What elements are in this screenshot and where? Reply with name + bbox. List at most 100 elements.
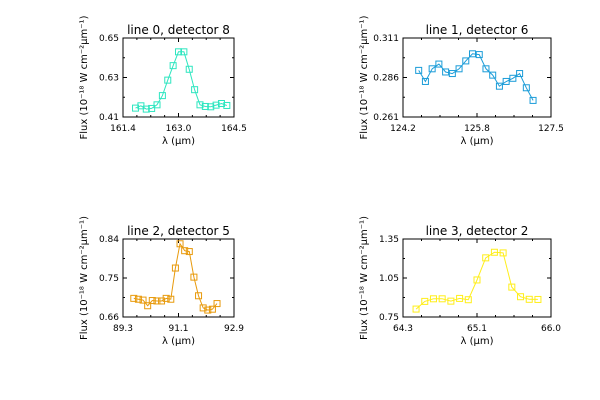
data-point-marker [495, 82, 503, 90]
data-point-marker [522, 84, 530, 92]
data-point-marker [442, 68, 450, 76]
y-axis-label: Flux (10⁻¹⁸ W cm⁻²μm⁻¹) [359, 15, 370, 139]
data-point-marker [171, 264, 179, 272]
data-point-marker [190, 273, 198, 281]
y-axis-label: Flux (10⁻¹⁸ W cm⁻²μm⁻¹) [79, 15, 90, 139]
chart-panel-2: line 2, detector 5 89.3 91.1 92.9 0.66 0.75 0.… [79, 216, 244, 347]
data-point-marker [208, 305, 216, 313]
data-point-marker [529, 96, 537, 104]
data-point-marker [421, 77, 429, 85]
x-tick-label: 66.0 [541, 324, 561, 334]
data-point-marker [176, 240, 184, 248]
data-point-marker [499, 249, 507, 257]
data-point-marker [185, 65, 193, 73]
data-point-marker [175, 48, 182, 56]
data-point-marker [180, 48, 188, 56]
data-point-marker [456, 294, 464, 302]
data-point-marker [195, 292, 203, 300]
y-tick-label: 0.261 [373, 113, 399, 123]
data-point-marker [164, 76, 172, 84]
data-point-marker [199, 304, 207, 312]
data-point-marker [508, 283, 516, 291]
y-axis-label: Flux (10⁻¹⁸ W cm⁻²μm⁻¹) [359, 216, 370, 340]
data-point-marker [181, 247, 189, 255]
data-point-marker [207, 103, 215, 111]
y-axis-label: Flux (10⁻¹⁸ W cm⁻²μm⁻¹) [79, 216, 90, 340]
data-point-marker [490, 248, 498, 256]
data-point-marker [502, 77, 510, 85]
data-point-marker [482, 65, 490, 73]
data-point-marker [144, 302, 152, 310]
y-tick-label: 0.66 [99, 313, 119, 323]
data-point-marker [132, 104, 140, 112]
chart-title: line 1, detector 6 [426, 23, 529, 37]
data-point-marker [217, 100, 225, 108]
x-axis-label: λ (μm) [460, 336, 493, 347]
data-point-marker [139, 296, 147, 304]
data-point-marker [435, 60, 443, 68]
data-point-marker [475, 51, 483, 59]
data-point-marker [516, 70, 524, 78]
data-point-marker [415, 66, 423, 74]
data-point-marker [148, 297, 156, 305]
x-tick-label: 91.1 [168, 324, 188, 334]
x-tick-label: 89.3 [113, 324, 133, 334]
data-point-marker [201, 102, 209, 110]
data-point-marker [448, 70, 456, 78]
data-point-marker [153, 297, 161, 305]
y-tick-label: 1.35 [379, 235, 399, 245]
data-point-marker [438, 295, 446, 303]
data-point-marker [167, 295, 175, 303]
y-tick-label: 0.65 [99, 34, 119, 44]
y-tick-label: 0.84 [99, 235, 119, 245]
x-tick-label: 161.4 [110, 124, 136, 134]
x-axis-label: λ (μm) [162, 136, 195, 147]
y-tick-label: 0.286 [373, 74, 399, 84]
data-point-marker [534, 295, 542, 303]
data-point-marker [429, 295, 437, 303]
data-point-marker [447, 297, 455, 305]
series-line [133, 242, 218, 311]
chart-panel-0: line 0, detector 8 161.4 163.0 164.5 0.41 0.6… [79, 15, 247, 147]
x-tick-label: 163.0 [166, 124, 192, 134]
data-point-marker [196, 101, 204, 109]
x-tick-label: 164.5 [221, 124, 247, 134]
x-tick-label: 64.3 [393, 324, 413, 334]
x-tick-label: 65.1 [467, 324, 487, 334]
data-point-marker [130, 294, 138, 302]
data-point-marker [421, 297, 429, 305]
data-point-marker [158, 92, 166, 100]
data-point-marker [134, 295, 142, 303]
chart-panel-1: line 1, detector 6 124.2 125.8 127.5 0.261 0.… [359, 15, 564, 147]
data-point-marker [142, 105, 150, 113]
data-point-marker [525, 295, 533, 303]
data-point-marker [191, 86, 199, 94]
x-axis-label: λ (μm) [460, 136, 493, 147]
y-tick-label: 0.41 [99, 113, 119, 123]
data-point-marker [509, 74, 517, 82]
y-tick-label: 1.05 [379, 274, 399, 284]
data-point-marker [169, 62, 177, 70]
data-point-marker [517, 293, 525, 301]
chart-title: line 0, detector 8 [127, 23, 230, 37]
data-point-marker [204, 306, 212, 314]
data-point-marker [428, 65, 436, 73]
y-tick-label: 0.75 [99, 274, 119, 284]
data-point-marker [148, 104, 156, 112]
data-point-marker [469, 50, 477, 58]
y-tick-label: 0.63 [99, 74, 119, 84]
data-point-marker [213, 300, 221, 308]
chart-panel-3: line 3, detector 2 64.3 65.1 66.0 0.75 1.05 1.… [359, 216, 561, 347]
x-tick-label: 92.9 [224, 324, 244, 334]
data-point-marker [489, 71, 497, 79]
x-tick-label: 124.2 [390, 124, 416, 134]
chart-title: line 3, detector 2 [426, 224, 529, 238]
x-axis-label: λ (μm) [162, 336, 195, 347]
x-tick-label: 125.8 [464, 124, 490, 134]
data-point-marker [412, 305, 420, 313]
data-point-marker [482, 254, 490, 262]
x-tick-label: 127.5 [538, 124, 564, 134]
y-tick-label: 0.75 [379, 313, 399, 323]
